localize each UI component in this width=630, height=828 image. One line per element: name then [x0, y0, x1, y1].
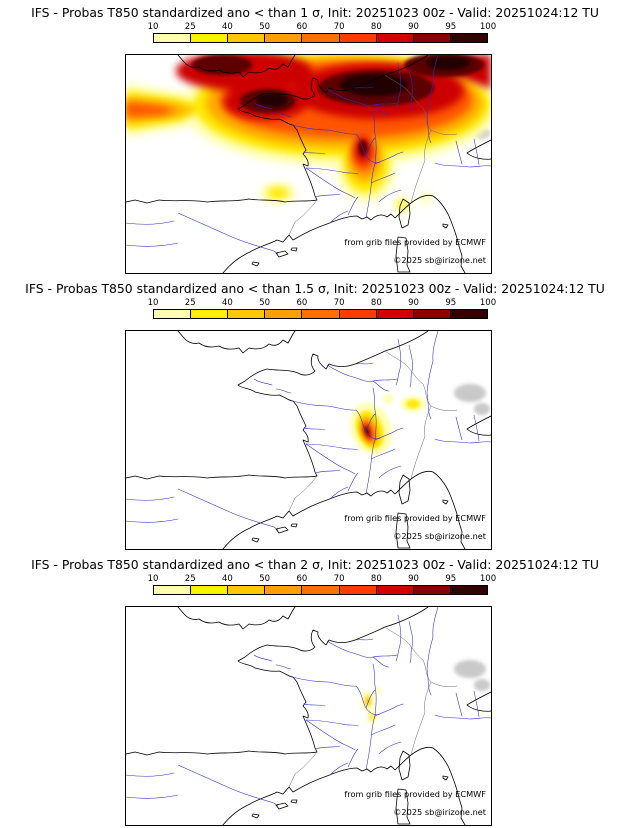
colorbar [153, 585, 488, 595]
panel-2: IFS - Probas T850 standardized ano < tha… [0, 276, 630, 552]
ecmwf-credit: from grib files provided by ECMWF [344, 789, 486, 799]
copyright-credit: ©2025 sb@irizone.net [393, 255, 487, 265]
colorbar-segment [154, 310, 191, 318]
map-svg-1: from grib files provided by ECMWF ©2025 … [126, 55, 491, 273]
colorbar-tick-label: 95 [445, 22, 457, 32]
colorbar-segment [154, 586, 191, 594]
colorbar-tick-label: 50 [259, 22, 271, 32]
colorbar-tick-label: 10 [147, 574, 159, 584]
colorbar [153, 309, 488, 319]
colorbar-tick-label: 90 [408, 22, 419, 32]
colorbar-segment [227, 34, 265, 42]
colorbar-segment [375, 310, 413, 318]
colorbar-tick-label: 95 [445, 574, 457, 584]
colorbar-tick-label: 95 [445, 298, 457, 308]
colorbar-tick-label: 40 [222, 298, 233, 308]
colorbar-tick-label: 60 [296, 22, 308, 32]
colorbar-tick-label: 50 [259, 298, 271, 308]
colorbar-segment [338, 310, 376, 318]
colorbar-segment [375, 34, 413, 42]
panel-title: IFS - Probas T850 standardized ano < tha… [31, 557, 599, 572]
colorbar-tick-label: 50 [259, 574, 271, 584]
colorbar-segment [301, 310, 339, 318]
colorbar-segment [227, 586, 265, 594]
colorbar-tick-label: 80 [370, 574, 382, 584]
panel-1: IFS - Probas T850 standardized ano < tha… [0, 0, 630, 276]
colorbar-segment [190, 586, 228, 594]
panel-title: IFS - Probas T850 standardized ano < tha… [25, 281, 605, 296]
colorbar-tick-label: 25 [184, 574, 196, 584]
panel-title: IFS - Probas T850 standardized ano < tha… [31, 5, 599, 20]
colorbar-tick-label: 80 [370, 298, 382, 308]
colorbar-segment [412, 34, 450, 42]
colorbar-tick-label: 100 [479, 22, 497, 32]
heat-field-3 [361, 687, 382, 724]
colorbar-segment [301, 34, 339, 42]
colorbar-segment [412, 586, 450, 594]
colorbar-segment [301, 586, 339, 594]
colorbar-segment [154, 34, 191, 42]
colorbar-segment [412, 310, 450, 318]
colorbar-tick-label: 70 [333, 298, 345, 308]
colorbar-tick-label: 60 [296, 298, 308, 308]
forecast-map-2: from grib files provided by ECMWF ©2025 … [125, 330, 492, 550]
colorbar-segment [264, 586, 302, 594]
colorbar-tick-label: 80 [370, 22, 382, 32]
forecast-map-3: from grib files provided by ECMWF ©2025 … [125, 606, 492, 826]
colorbar-labels: 10 25 40 50 60 70 80 90 95 100 [148, 22, 497, 32]
colorbar-segment [338, 586, 376, 594]
colorbar-tick-label: 90 [408, 574, 419, 584]
colorbar-segment [227, 310, 265, 318]
colorbar-labels: 10 25 40 50 60 70 80 90 95 100 [148, 574, 497, 584]
colorbar-tick-label: 10 [147, 22, 159, 32]
colorbar-segment [449, 586, 487, 594]
colorbar-segment [375, 586, 413, 594]
ecmwf-credit: from grib files provided by ECMWF [344, 513, 486, 523]
colorbar-labels: 10 25 40 50 60 70 80 90 95 100 [148, 298, 497, 308]
colorbar-tick-label: 100 [479, 574, 497, 584]
colorbar-segment [449, 310, 487, 318]
colorbar-tick-label: 60 [296, 574, 308, 584]
heat-field-2 [350, 394, 426, 456]
colorbar-tick-label: 40 [222, 574, 233, 584]
colorbar-tick-label: 70 [333, 22, 345, 32]
panel-3: IFS - Probas T850 standardized ano < tha… [0, 552, 630, 828]
copyright-credit: ©2025 sb@irizone.net [393, 807, 487, 817]
colorbar-tick-label: 25 [184, 298, 196, 308]
ecmwf-credit: from grib files provided by ECMWF [344, 237, 486, 247]
colorbar [153, 33, 488, 43]
copyright-credit: ©2025 sb@irizone.net [393, 531, 487, 541]
colorbar-segment [264, 34, 302, 42]
colorbar-legend: 10 25 40 50 60 70 80 90 95 100 [148, 22, 497, 43]
colorbar-tick-label: 10 [147, 298, 159, 308]
map-svg-3: from grib files provided by ECMWF ©2025 … [126, 607, 491, 825]
colorbar-segment [190, 310, 228, 318]
colorbar-segment [264, 310, 302, 318]
colorbar-tick-label: 70 [333, 574, 345, 584]
colorbar-segment [338, 34, 376, 42]
colorbar-legend: 10 25 40 50 60 70 80 90 95 100 [148, 574, 497, 595]
heat-field-1 [126, 55, 491, 213]
colorbar-segment [449, 34, 487, 42]
colorbar-legend: 10 25 40 50 60 70 80 90 95 100 [148, 298, 497, 319]
colorbar-tick-label: 100 [479, 298, 497, 308]
forecast-map-1: from grib files provided by ECMWF ©2025 … [125, 54, 492, 274]
colorbar-tick-label: 40 [222, 22, 233, 32]
map-svg-2: from grib files provided by ECMWF ©2025 … [126, 331, 491, 549]
colorbar-segment [190, 34, 228, 42]
colorbar-tick-label: 90 [408, 298, 419, 308]
colorbar-tick-label: 25 [184, 22, 196, 32]
